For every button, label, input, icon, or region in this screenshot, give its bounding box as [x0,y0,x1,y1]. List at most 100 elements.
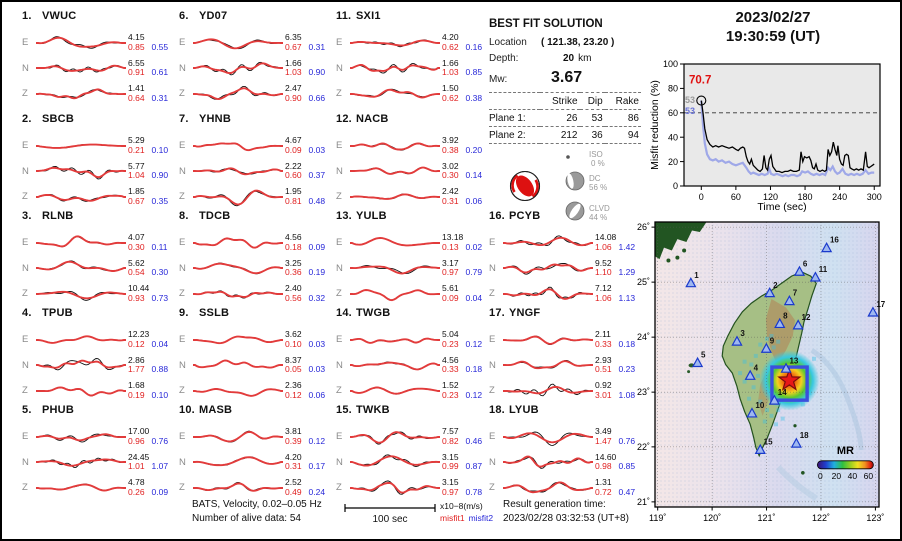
station-code: PHUB [42,404,74,416]
component-row-n: N 5.77 1.04 0.90 [22,159,174,185]
strike-dip-rake-table: Strike Dip Rake Plane 1: 26 53 86 Plane … [489,92,641,144]
waveform-trace [36,235,126,248]
trace-metrics: 2.40 0.56 0.32 [285,284,331,303]
waveform-trace [36,64,126,73]
solution-title: BEST FIT SOLUTION [489,18,603,30]
trace-metrics: 3.49 1.47 0.76 [595,427,641,446]
peak-amplitude: 3.17 [442,257,459,268]
trace-metrics: 4.78 0.26 0.09 [128,478,174,497]
station-number: 1. [22,10,32,22]
component-row-n: N 5.62 0.54 0.30 [22,256,174,282]
trace-metrics: 5.29 0.21 0.10 [128,136,174,155]
waveform-trace [350,39,440,48]
map-station-number: 14 [778,388,787,397]
component-row-n: N 4.20 0.31 0.17 [179,450,331,476]
map-station-triangle-icon [793,265,806,276]
waveform-trace [503,481,593,494]
misfit1-value: 0.30 [128,241,145,252]
misfit2-value: 0.19 [308,267,326,278]
component-row-e: E 4.15 0.85 0.55 [22,30,174,56]
station-panel-yngf: 17. YNGF E 2.11 0.33 0.18 N 2.93 0.51 0.23 Z 0.92 3.… [489,307,641,404]
component-label: E [179,334,186,346]
station-panel-twkb: 15. TWKB E 7.57 0.82 0.46 N 3.15 0.99 0.87 Z 3.15 0.… [336,404,488,501]
misfit2-value: 0.85 [465,67,483,78]
misfit1-value: 0.49 [285,486,302,497]
waveform-trace [350,361,440,371]
colorbar-tick: 0 [818,471,823,481]
misfit2-value: 0.06 [465,195,483,206]
trace-metrics: 12.23 0.12 0.04 [128,330,174,349]
misfit1-value: 0.81 [285,195,302,206]
misfit-ytick: 80 [668,84,678,94]
trace-metrics: 3.02 0.30 0.14 [442,161,488,181]
iso-dot-icon [566,155,570,159]
misfit2-value: 0.61 [151,67,169,78]
misfit2-value: 0.46 [465,435,483,446]
waveform-trace [503,455,593,470]
peak-amplitude: 1.68 [128,380,145,391]
best-misfit-annotation: 70.7 [689,75,711,87]
component-row-z: Z 7.12 1.06 1.13 [489,281,641,307]
component-label: N [489,359,496,371]
waveform-trace [36,358,126,371]
misfit2-value: 0.35 [151,195,169,206]
peak-amplitude: 1.95 [285,186,302,197]
trace-metrics: 1.52 0.23 0.12 [442,381,488,400]
misfit2-value: 1.08 [618,389,636,400]
component-label: Z [22,88,28,100]
station-header: 6. YD07 [179,10,331,30]
waveform-column-2: 6. YD07 E 6.35 0.67 0.31 N 1.66 1.03 0.90 Z 2.47 0.9… [179,2,331,539]
misfit2-value: 0.10 [151,389,169,400]
station-panel-yd07: 6. YD07 E 6.35 0.67 0.31 N 1.66 1.03 0.90 Z 2.47 0.9… [179,10,331,107]
map-station-triangle-icon [790,437,802,448]
misfit2-value: 0.55 [151,41,169,52]
col-dip: Dip [587,95,603,107]
station-code: NACB [356,113,389,125]
misfit1-value: 0.51 [595,364,612,375]
peak-amplitude: 14.60 [595,451,617,462]
waveform-trace [193,359,283,369]
trace-metrics: 2.11 0.33 0.18 [595,330,641,349]
plane2-strike: 212 [560,129,578,141]
misfit2-value: 0.14 [465,170,483,181]
component-row-e: E 2.11 0.33 0.18 [489,327,641,353]
peak-amplitude: 2.36 [285,380,302,391]
waveform-column-4: 16. PCYB E 14.08 1.06 1.42 N 9.52 1.10 1.29 Z 7.12 1… [489,2,641,539]
misfit1-value: 0.36 [285,267,302,278]
trace-metrics: 1.41 0.64 0.31 [128,84,174,103]
map-station-triangle-icon [744,369,756,380]
data-description: BATS, Velocity, 0.02–0.05 Hz [192,499,322,510]
waveform-trace [503,431,593,446]
misfit2-value: 0.37 [308,170,326,181]
misfit1-value: 0.67 [285,41,302,52]
waveform-trace [350,480,440,495]
map-lon-label: 123˚ [866,513,884,523]
misfit1-value: 0.33 [595,338,612,349]
component-row-e: E 5.04 0.23 0.12 [336,327,488,353]
station-panel-yulb: 13. YULB E 13.18 0.13 0.02 N 3.17 0.97 0.79 Z 5.61 0… [336,210,488,307]
misfit1-value: 0.60 [285,170,302,181]
station-header: 11. SXI1 [336,10,488,30]
station-number: 7. [179,113,189,125]
peak-amplitude: 1.85 [128,186,145,197]
iso-pct: 0 % [591,159,605,168]
misfit2-value: 1.13 [618,292,636,303]
component-row-z: Z 2.47 0.90 0.66 [179,81,331,107]
misfit2-value: 0.79 [465,267,483,278]
trace-metrics: 2.93 0.51 0.23 [595,355,641,375]
misfit-legend: misfit1 misfit2 [440,513,493,523]
component-row-e: E 4.07 0.30 0.11 [22,230,174,256]
component-row-z: Z 4.78 0.26 0.09 [22,475,174,501]
misfit2-value: 0.76 [151,435,169,446]
misfit2-value: 0.03 [308,144,326,155]
component-label: E [179,37,186,49]
station-number: 11. [336,10,352,22]
misfit2-value: 0.06 [308,389,326,400]
peak-amplitude: 3.49 [595,426,612,437]
component-label: Z [179,288,185,300]
misfit1-value: 0.99 [442,461,459,472]
peak-amplitude: 1.31 [595,477,612,488]
misfit1-value: 0.97 [442,486,459,497]
trace-metrics: 1.50 0.62 0.38 [442,84,488,103]
waveform-column-3: 11. SXI1 E 4.20 0.62 0.16 N 1.66 1.03 0.85 Z 1.50 0.… [336,2,488,539]
